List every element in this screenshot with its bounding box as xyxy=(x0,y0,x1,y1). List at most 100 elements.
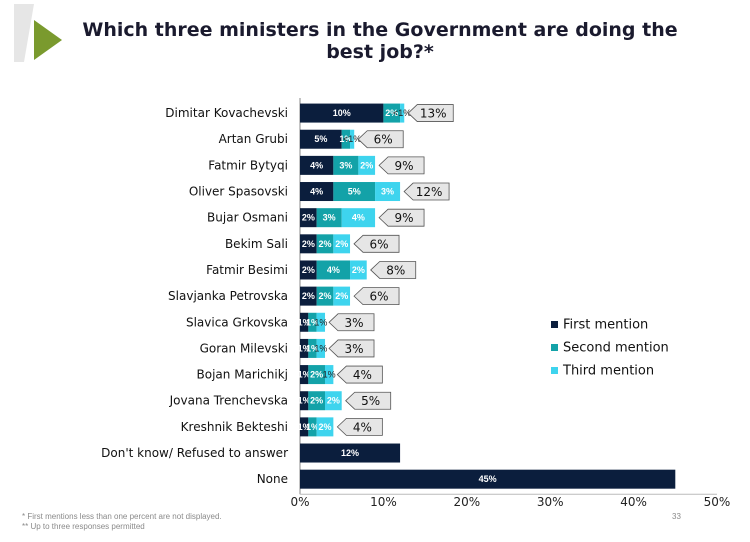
x-tick-label: 30% xyxy=(537,495,564,509)
total-callout xyxy=(336,365,383,384)
bar-segment xyxy=(300,208,317,228)
page-title: Which three ministers in the Government … xyxy=(82,19,678,63)
x-tick-label: 40% xyxy=(620,495,647,509)
data-label: 2% xyxy=(302,291,315,301)
total-label: 12% xyxy=(416,185,443,199)
data-label: 2% xyxy=(302,265,315,275)
bar-segment xyxy=(300,417,309,437)
data-label: 2% xyxy=(327,396,340,406)
bar-segment xyxy=(350,260,367,280)
footnote-2: ** Up to three responses permitted xyxy=(22,522,145,531)
bar-segment xyxy=(316,312,326,332)
x-tick-label: 20% xyxy=(453,495,480,509)
total-label: 8% xyxy=(386,263,405,277)
category-label: Artan Grubi xyxy=(219,132,288,146)
bar-segment xyxy=(400,103,405,123)
bar-segment xyxy=(325,391,342,411)
data-label: 3% xyxy=(339,160,352,170)
category-label: Jovana Trenchevska xyxy=(169,394,288,408)
x-tick-label: 0% xyxy=(290,495,309,509)
total-callout xyxy=(336,417,383,436)
bar-segment xyxy=(300,234,317,254)
total-label: 9% xyxy=(395,159,414,173)
data-label: 4% xyxy=(327,265,340,275)
data-label: 1% xyxy=(314,317,327,327)
category-label: Fatmir Bytyqi xyxy=(208,158,288,172)
total-label: 9% xyxy=(395,211,414,225)
legend-label: First mention xyxy=(563,318,648,333)
page-number: 33 xyxy=(672,512,681,521)
bar-segment xyxy=(316,286,334,306)
bar-segment xyxy=(333,155,359,175)
data-label: 1% xyxy=(323,370,336,380)
total-label: 4% xyxy=(353,420,372,434)
data-label: <1% xyxy=(393,108,411,118)
footnotes: * First mentions less than one percent a… xyxy=(22,512,222,532)
bar-segment xyxy=(325,365,334,385)
category-label: Dimitar Kovachevski xyxy=(165,106,288,120)
category-label: Kreshnik Bekteshi xyxy=(181,420,288,434)
total-label: 6% xyxy=(370,237,389,251)
bar-segment xyxy=(300,260,317,280)
total-callout xyxy=(353,287,400,306)
data-label: 4% xyxy=(310,160,323,170)
data-label: 2% xyxy=(319,239,332,249)
legend-swatch xyxy=(551,367,558,374)
data-label: 2% xyxy=(302,239,315,249)
total-label: 6% xyxy=(374,133,393,147)
data-label: 3% xyxy=(381,187,394,197)
total-label: 5% xyxy=(361,394,380,408)
bar-segment xyxy=(308,391,326,411)
bar-segment xyxy=(333,182,376,202)
total-callout xyxy=(328,313,375,332)
legend-label: Third mention xyxy=(562,364,654,379)
x-tick-label: 50% xyxy=(704,495,731,509)
data-label: 1% xyxy=(306,422,319,432)
bar-segment xyxy=(300,155,334,175)
bar-segment xyxy=(308,312,317,332)
bar-segment xyxy=(341,129,351,149)
total-callout xyxy=(378,208,425,227)
data-label: 2% xyxy=(335,239,348,249)
bar-segment xyxy=(358,155,376,175)
bar-segment xyxy=(300,338,309,358)
data-label: 1% xyxy=(298,370,311,380)
total-label: 3% xyxy=(344,316,363,330)
data-label: 1% xyxy=(298,422,311,432)
logo-grey-shape xyxy=(14,4,34,62)
data-label: 2% xyxy=(385,108,398,118)
bar-segment xyxy=(300,443,401,463)
total-label: 4% xyxy=(353,368,372,382)
category-label: Goran Milevski xyxy=(200,341,288,355)
x-tick-label: 10% xyxy=(370,495,397,509)
data-label: 1% xyxy=(298,343,311,353)
data-label: <1% xyxy=(343,134,361,144)
total-callout xyxy=(403,182,450,201)
data-label: 1% xyxy=(339,134,352,144)
data-label: 2% xyxy=(302,213,315,223)
bar-segment xyxy=(300,365,309,385)
legend-swatch xyxy=(551,321,558,328)
total-callout xyxy=(345,391,392,410)
data-label: 5% xyxy=(314,134,327,144)
category-label: Slavjanka Petrovska xyxy=(168,289,288,303)
total-label: 6% xyxy=(370,290,389,304)
data-label: 2% xyxy=(335,291,348,301)
logo-triangle-icon xyxy=(34,20,62,60)
data-label: 1% xyxy=(298,317,311,327)
data-label: 10% xyxy=(333,108,351,118)
footnote-1: * First mentions less than one percent a… xyxy=(22,512,222,521)
data-label: 2% xyxy=(310,370,323,380)
category-label: None xyxy=(257,472,288,486)
total-label: 3% xyxy=(344,342,363,356)
bar-segment xyxy=(300,469,676,489)
total-callout xyxy=(370,261,417,279)
total-callout xyxy=(353,234,400,253)
bar-segment xyxy=(300,312,309,332)
data-label: 2% xyxy=(360,160,373,170)
bar-segment xyxy=(383,103,401,123)
data-label: 2% xyxy=(319,291,332,301)
category-label: Oliver Spasovski xyxy=(189,185,288,199)
data-label: 5% xyxy=(348,187,361,197)
